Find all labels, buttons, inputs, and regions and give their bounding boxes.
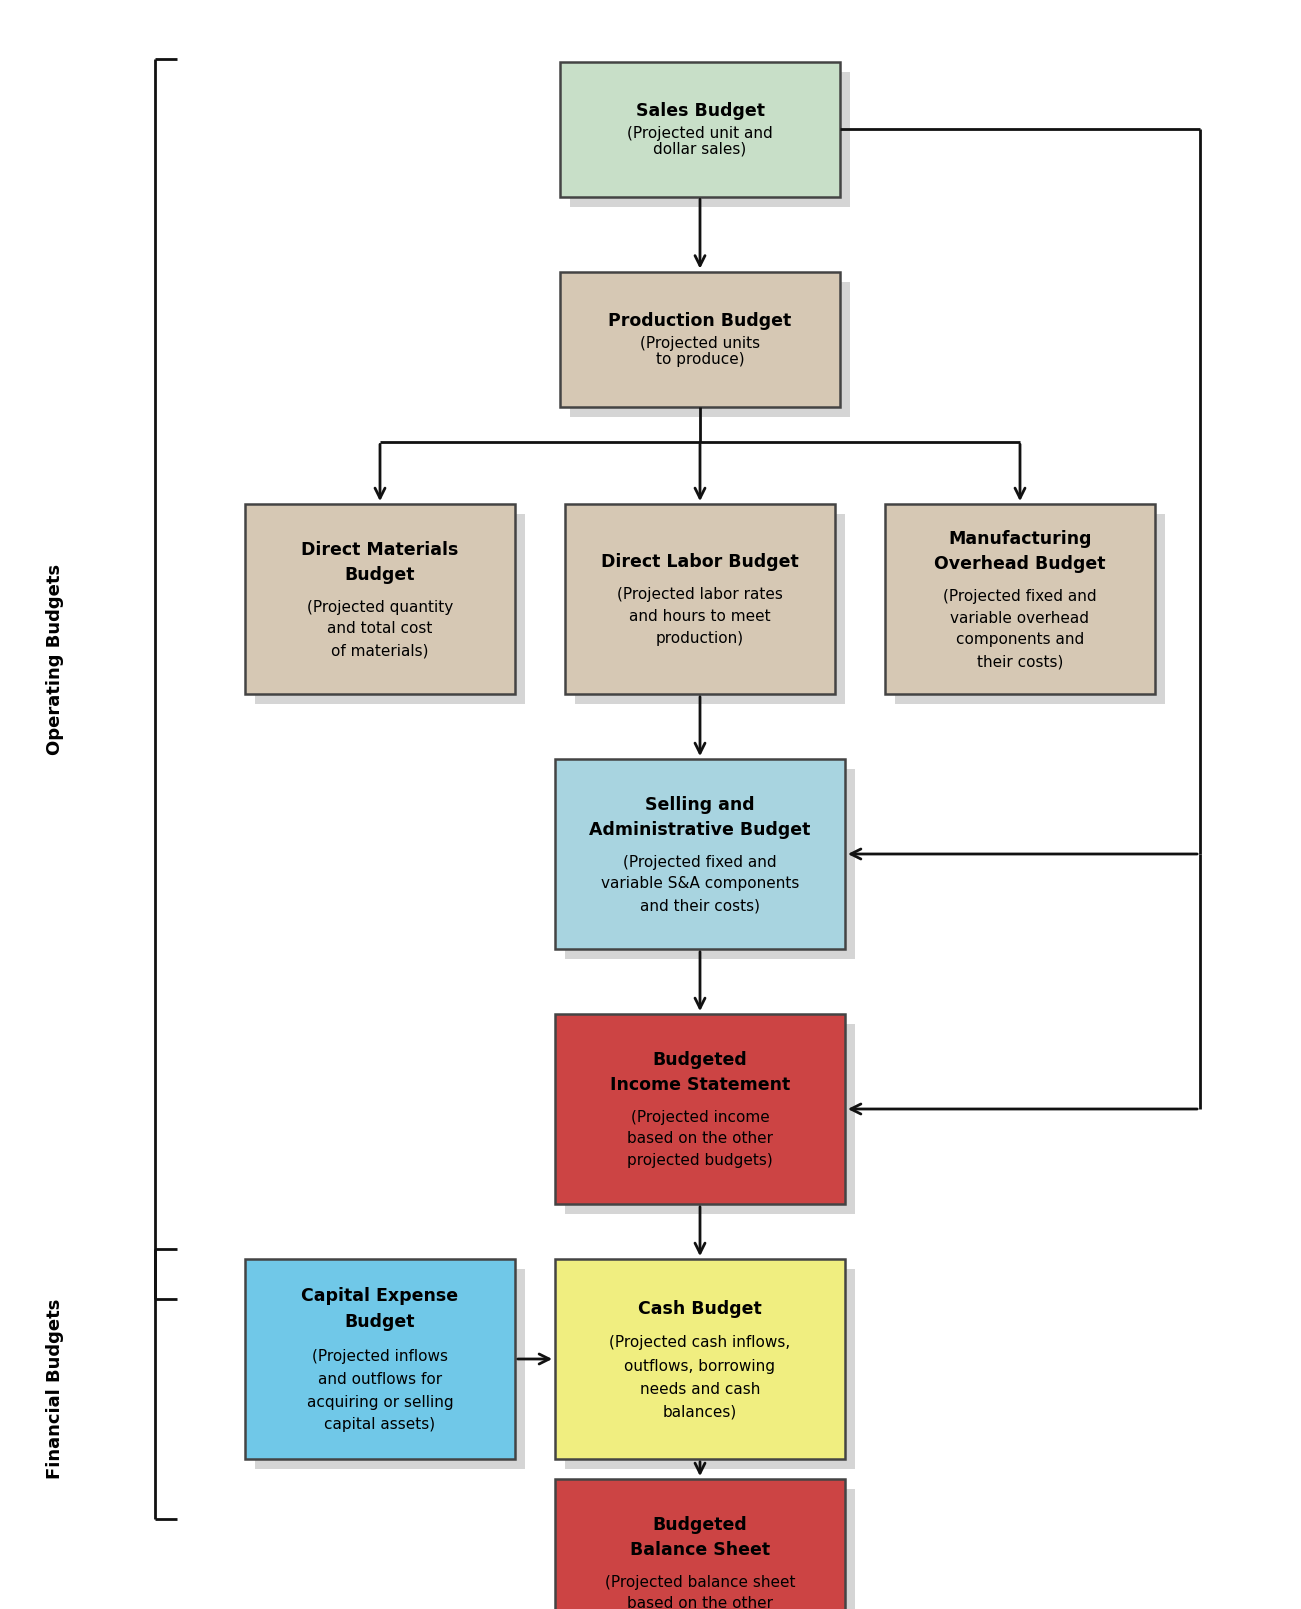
Text: capital assets): capital assets) [324,1418,436,1432]
Text: Balance Sheet: Balance Sheet [630,1541,770,1559]
FancyBboxPatch shape [556,1479,846,1609]
Text: Overhead Budget: Overhead Budget [934,555,1106,573]
Text: their costs): their costs) [977,655,1063,669]
Text: projected budgets): projected budgets) [627,1154,773,1168]
Text: (Projected income: (Projected income [631,1110,769,1125]
Text: dollar sales): dollar sales) [653,142,747,156]
Text: components and: components and [956,632,1084,647]
Text: Budgeted: Budgeted [653,1051,747,1068]
Text: (Projected quantity: (Projected quantity [307,600,453,615]
Text: Financial Budgets: Financial Budgets [46,1298,64,1479]
Text: Income Statement: Income Statement [610,1076,790,1094]
Text: Budget: Budget [345,1313,415,1331]
Text: Budget: Budget [345,566,415,584]
Text: balances): balances) [664,1405,738,1419]
Text: acquiring or selling: acquiring or selling [307,1395,453,1409]
Text: Budgeted: Budgeted [653,1516,747,1533]
FancyBboxPatch shape [245,1258,515,1459]
Text: Selling and: Selling and [645,796,755,814]
FancyBboxPatch shape [559,272,840,407]
FancyBboxPatch shape [565,1023,855,1215]
FancyBboxPatch shape [885,504,1155,693]
Text: (Projected fixed and: (Projected fixed and [623,854,777,869]
Text: and their costs): and their costs) [640,898,760,914]
FancyBboxPatch shape [570,71,850,206]
FancyBboxPatch shape [565,1488,855,1609]
Text: Administrative Budget: Administrative Budget [589,821,811,838]
Text: production): production) [656,631,744,645]
Text: Production Budget: Production Budget [609,312,791,330]
Text: (Projected fixed and: (Projected fixed and [943,589,1097,603]
FancyBboxPatch shape [575,513,846,705]
FancyBboxPatch shape [565,504,835,693]
Text: (Projected units: (Projected units [640,336,760,351]
Text: Direct Labor Budget: Direct Labor Budget [601,553,799,571]
FancyBboxPatch shape [570,282,850,417]
Text: Capital Expense: Capital Expense [302,1287,458,1305]
Text: Manufacturing: Manufacturing [948,529,1092,549]
Text: Cash Budget: Cash Budget [637,1300,762,1318]
FancyBboxPatch shape [556,759,846,949]
Text: based on the other: based on the other [627,1596,773,1609]
Text: (Projected cash inflows,: (Projected cash inflows, [609,1335,791,1350]
Text: needs and cash: needs and cash [640,1382,760,1397]
Text: (Projected inflows: (Projected inflows [312,1348,448,1363]
Text: based on the other: based on the other [627,1131,773,1147]
Text: outflows, borrowing: outflows, borrowing [624,1358,775,1374]
Text: (Projected unit and: (Projected unit and [627,126,773,142]
FancyBboxPatch shape [895,513,1164,705]
Text: variable overhead: variable overhead [951,610,1089,626]
FancyBboxPatch shape [556,1014,846,1204]
FancyBboxPatch shape [565,769,855,959]
Text: to produce): to produce) [656,352,744,367]
Text: and outflows for: and outflows for [317,1371,442,1387]
FancyBboxPatch shape [255,1270,526,1469]
FancyBboxPatch shape [255,513,526,705]
Text: Sales Budget: Sales Budget [635,101,765,119]
Text: Operating Budgets: Operating Budgets [46,563,64,755]
FancyBboxPatch shape [565,1270,855,1469]
Text: variable S&A components: variable S&A components [601,877,799,891]
Text: (Projected labor rates: (Projected labor rates [617,587,783,602]
Text: and hours to meet: and hours to meet [630,610,770,624]
Text: and total cost: and total cost [328,621,433,637]
Text: of materials): of materials) [332,644,429,658]
FancyBboxPatch shape [245,504,515,693]
Text: Direct Materials: Direct Materials [302,541,459,558]
FancyBboxPatch shape [559,61,840,196]
FancyBboxPatch shape [556,1258,846,1459]
Text: (Projected balance sheet: (Projected balance sheet [605,1575,795,1590]
